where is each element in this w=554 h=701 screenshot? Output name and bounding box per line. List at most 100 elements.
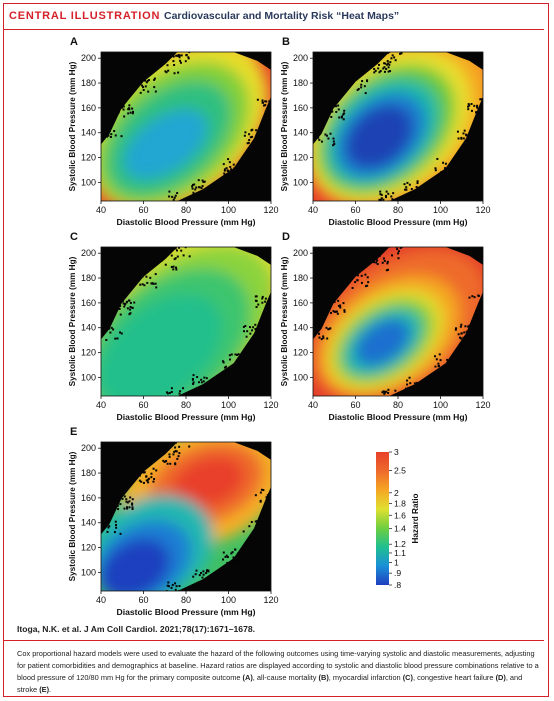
no-data-speckle	[259, 491, 262, 494]
no-data-speckle	[390, 244, 392, 246]
no-data-speckle	[343, 310, 346, 313]
no-data-speckle	[457, 137, 460, 140]
no-data-speckle	[121, 104, 124, 107]
no-data-speckle	[418, 192, 421, 195]
x-tick-label: 60	[138, 400, 148, 410]
no-data-speckle	[333, 301, 336, 304]
no-data-speckle	[206, 582, 209, 585]
no-data-speckle	[154, 273, 157, 276]
no-data-speckle	[182, 254, 185, 257]
y-tick-label: 160	[293, 103, 308, 113]
no-data-speckle	[250, 520, 253, 523]
no-data-speckle	[264, 110, 267, 113]
no-data-speckle	[106, 530, 109, 533]
x-tick-label: 100	[433, 205, 448, 215]
no-data-speckle	[269, 307, 271, 310]
no-data-mask	[445, 247, 483, 265]
no-data-speckle	[155, 286, 158, 289]
no-data-speckle	[468, 296, 471, 299]
caption-divider	[4, 640, 544, 641]
no-data-speckle	[268, 109, 271, 112]
no-data-speckle	[197, 381, 200, 384]
x-tick-label: 100	[433, 400, 448, 410]
no-data-speckle	[449, 364, 452, 367]
no-data-speckle	[254, 328, 257, 331]
no-data-speckle	[176, 255, 179, 258]
no-data-speckle	[395, 247, 398, 248]
no-data-speckle	[114, 337, 117, 340]
no-data-speckle	[261, 99, 264, 102]
no-data-speckle	[262, 101, 265, 104]
no-data-speckle	[243, 134, 246, 137]
no-data-speckle	[155, 469, 158, 472]
no-data-speckle	[438, 364, 441, 367]
heatmap-panel-c: 40 60 80 100 120 100 120 140 160 180 200 Diastolic …	[68, 231, 279, 422]
no-data-speckle	[167, 585, 170, 588]
no-data-speckle	[387, 268, 390, 271]
no-data-speckle	[168, 195, 171, 198]
no-data-speckle	[174, 257, 177, 260]
no-data-speckle	[320, 140, 323, 143]
no-data-speckle	[123, 495, 126, 498]
no-data-speckle	[224, 555, 227, 558]
no-data-speckle	[375, 261, 378, 264]
y-tick-label: 140	[81, 518, 96, 528]
colorbar-tick-label: 2	[394, 488, 399, 498]
heatmap-panel-d: 40 60 80 100 120 100 120 140 160 180 200 Diastolic …	[280, 231, 491, 422]
no-data-speckle	[231, 562, 234, 565]
no-data-speckle	[174, 247, 177, 250]
no-data-speckle	[267, 104, 270, 107]
no-data-speckle	[235, 562, 238, 565]
no-data-speckle	[332, 299, 335, 302]
panel-letter: C	[70, 231, 78, 243]
no-data-speckle	[200, 378, 203, 381]
no-data-speckle	[338, 116, 341, 119]
no-data-speckle	[393, 56, 396, 59]
no-data-speckle	[131, 506, 134, 509]
no-data-speckle	[413, 382, 416, 385]
no-data-speckle	[409, 382, 412, 385]
colorbar-tick-label: .9	[394, 568, 401, 578]
y-tick-label: 180	[293, 78, 308, 88]
no-data-speckle	[264, 305, 267, 308]
no-data-speckle	[385, 390, 388, 393]
no-data-speckle	[145, 475, 148, 478]
no-data-speckle	[202, 573, 205, 576]
no-data-speckle	[378, 198, 381, 201]
no-data-speckle	[337, 104, 340, 107]
no-data-speckle	[223, 172, 226, 175]
no-data-speckle	[108, 327, 111, 330]
no-data-speckle	[477, 294, 480, 297]
no-data-speckle	[144, 79, 147, 82]
no-data-speckle	[165, 590, 168, 591]
no-data-speckle	[128, 506, 131, 509]
no-data-speckle	[139, 283, 142, 286]
no-data-speckle	[114, 134, 117, 137]
no-data-speckle	[171, 195, 174, 198]
no-data-speckle	[457, 333, 460, 336]
no-data-speckle	[174, 582, 177, 585]
no-data-speckle	[392, 192, 395, 195]
no-data-speckle	[129, 301, 132, 304]
no-data-speckle	[257, 324, 260, 327]
no-data-speckle	[146, 281, 149, 284]
no-data-speckle	[380, 197, 383, 200]
no-data-speckle	[153, 77, 156, 80]
y-tick-label: 200	[81, 53, 96, 63]
no-data-speckle	[207, 387, 210, 390]
no-data-speckle	[462, 336, 465, 339]
no-data-speckle	[337, 304, 340, 307]
no-data-speckle	[438, 353, 441, 356]
y-tick-label: 200	[293, 248, 308, 258]
no-data-speckle	[184, 60, 187, 63]
no-data-speckle	[142, 471, 145, 474]
no-data-speckle	[406, 181, 409, 184]
no-data-speckle	[123, 507, 126, 510]
no-data-speckle	[167, 69, 170, 72]
no-data-speckle	[325, 134, 328, 137]
no-data-speckle	[260, 488, 263, 491]
no-data-speckle	[334, 105, 337, 108]
no-data-speckle	[113, 130, 116, 133]
no-data-speckle	[343, 309, 346, 312]
no-data-speckle	[264, 300, 267, 303]
